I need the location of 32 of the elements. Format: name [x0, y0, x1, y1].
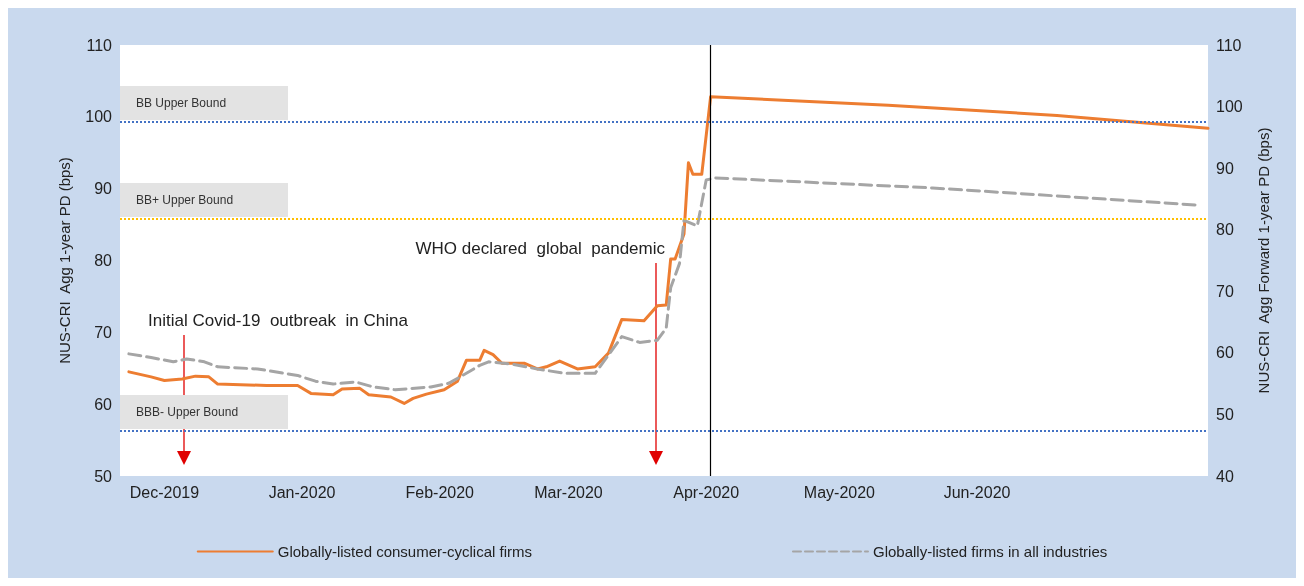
- ref-line-label: BB Upper Bound: [136, 95, 227, 110]
- y2-axis-title: NUS-CRI Agg Forward 1-year PD (bps): [1255, 127, 1272, 394]
- line-series: [127, 95, 1210, 405]
- annotation: WHO declared global pandemic: [415, 239, 666, 258]
- x-tick-label: Apr-2020: [673, 483, 740, 501]
- y-tick-label: 110: [86, 36, 113, 54]
- x-tick-label: Jun-2020: [943, 483, 1011, 501]
- y2-tick-label: 50: [1216, 405, 1234, 423]
- y-tick-label: 90: [94, 180, 113, 198]
- y2-tick-label: 90: [1216, 159, 1234, 177]
- y-tick-label: 80: [94, 252, 113, 269]
- y2-tick-label: 100: [1216, 98, 1243, 116]
- y2-tick-label: 110: [1216, 36, 1242, 54]
- x-tick-label: May-2020: [803, 483, 876, 501]
- y-tick-label: 60: [94, 395, 113, 413]
- y2-tick-label: 70: [1216, 282, 1234, 300]
- legend-label: Globally-listed firms in all industries: [872, 543, 1108, 560]
- y-tick-label: 70: [94, 323, 113, 341]
- ref-line-label: BBB- Upper Bound: [136, 404, 239, 419]
- y-axis-title: NUS-CRI Agg 1-year PD (bps): [56, 157, 73, 364]
- x-tick-label: Dec-2019: [129, 483, 200, 501]
- x-tick-label: Jan-2020: [268, 483, 336, 501]
- y-tick-label: 100: [85, 108, 113, 126]
- ref-line-label: BB+ Upper Bound: [136, 192, 234, 207]
- y2-tick-label: 40: [1216, 467, 1234, 485]
- y2-tick-label: 80: [1216, 221, 1234, 239]
- legend-label: Globally-listed consumer-cyclical firms: [277, 543, 532, 560]
- annotation: Initial Covid-19 outbreak in China: [148, 311, 409, 330]
- y2-tick-label: 60: [1216, 344, 1234, 362]
- y-tick-label: 50: [94, 467, 113, 485]
- x-tick-label: Mar-2020: [534, 483, 603, 501]
- x-tick-label: Feb-2020: [405, 483, 475, 501]
